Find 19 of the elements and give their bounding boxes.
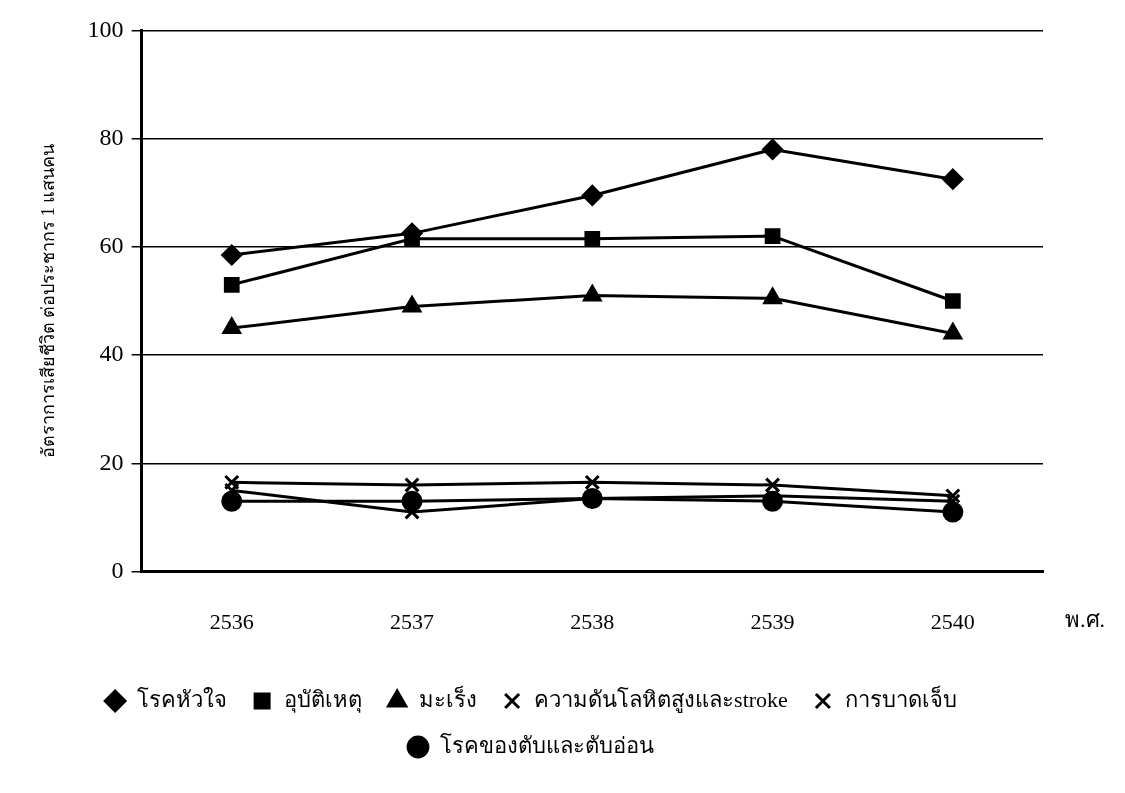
legend-label: อุบัติเหตุ <box>284 686 363 713</box>
x-axis-title: พ.ศ. <box>1065 607 1105 633</box>
x-tick-label: 2536 <box>209 608 254 634</box>
y-axis-title: อัตราการเสียชีวิต ต่อประชากร 1 แสนคน <box>37 143 58 459</box>
legend-label: โรคของตับและตับอ่อน <box>440 732 654 758</box>
legend-label: การบาดเจ็บ <box>844 684 957 712</box>
y-tick-label: 80 <box>99 123 124 150</box>
y-tick-label: 20 <box>99 448 124 475</box>
x-tick-label: 2540 <box>930 608 975 634</box>
y-tick-label: 100 <box>87 15 124 42</box>
legend-label: โรคหัวใจ <box>137 686 228 712</box>
y-tick-label: 0 <box>111 556 124 583</box>
x-tick-label: 2537 <box>390 608 435 634</box>
x-tick-label: 2538 <box>570 608 615 634</box>
y-tick-label: 60 <box>99 232 124 259</box>
legend-label: ความดันโลหิตสูงและstroke <box>534 686 788 713</box>
x-tick-label: 2539 <box>750 608 795 634</box>
legend-label: มะเร็ง <box>419 684 478 712</box>
y-tick-label: 40 <box>99 340 124 367</box>
